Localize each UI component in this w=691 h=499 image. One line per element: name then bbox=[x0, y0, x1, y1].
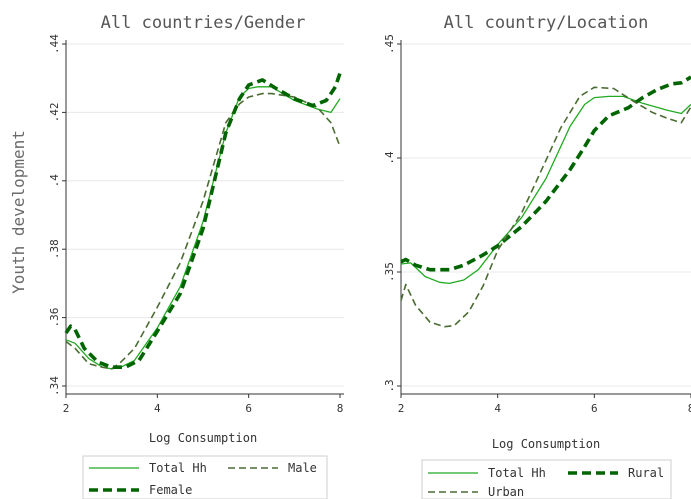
series-line-female bbox=[64, 72, 342, 370]
legend-label: Male bbox=[288, 461, 317, 475]
legend-label: Urban bbox=[488, 485, 524, 499]
x-tick-label: 6 bbox=[245, 402, 252, 415]
x-tick-label: 8 bbox=[688, 402, 691, 415]
x-tick-label: 6 bbox=[591, 402, 598, 415]
series-line-total-hh bbox=[400, 95, 691, 285]
x-axis-label-gender: Log Consumption bbox=[149, 431, 257, 445]
y-tick-label: .38 bbox=[48, 239, 61, 259]
series-lines-location bbox=[400, 75, 691, 328]
legend-label: Rural bbox=[628, 466, 664, 480]
x-tick-label: 2 bbox=[63, 402, 70, 415]
series-line-urban bbox=[400, 86, 691, 328]
legend-location: Total Hh Rural Urban bbox=[421, 459, 672, 499]
axes-location: .3 .35 .4 .45 2 4 6 8 bbox=[383, 34, 691, 415]
y-tick-label: .4 bbox=[383, 151, 396, 165]
y-tick-label: .36 bbox=[48, 308, 61, 328]
gridlines-gender bbox=[66, 43, 344, 387]
series-line-male bbox=[65, 92, 341, 370]
x-tick-label: 8 bbox=[337, 402, 344, 415]
legend-label: Total Hh bbox=[488, 466, 546, 480]
series-lines-gender bbox=[64, 72, 342, 370]
chart-panel-gender: All countries/Gender .34 .36 .38 .4 .42 .44 2 4… bbox=[48, 13, 344, 499]
y-axis-title: Youth development bbox=[9, 130, 28, 294]
y-tick-label: .45 bbox=[383, 34, 396, 54]
series-line-rural bbox=[400, 75, 691, 272]
legend-label: Total Hh bbox=[149, 461, 207, 475]
y-tick-label: .3 bbox=[383, 379, 396, 392]
axes-gender: .34 .36 .38 .4 .42 .44 2 4 6 8 bbox=[48, 34, 344, 415]
legend-label: Female bbox=[149, 483, 192, 497]
y-tick-label: .4 bbox=[48, 174, 61, 188]
x-tick-label: 4 bbox=[154, 402, 161, 415]
chart-title-location: All country/Location bbox=[444, 13, 649, 33]
chart-panel-location: All country/Location .3 .35 .4 .45 2 4 6 8 Log … bbox=[383, 13, 691, 499]
x-tick-label: 2 bbox=[398, 402, 405, 415]
gridlines-location bbox=[401, 43, 691, 387]
x-tick-label: 4 bbox=[494, 402, 501, 415]
y-tick-label: .42 bbox=[48, 102, 61, 122]
chart-title-gender: All countries/Gender bbox=[101, 13, 306, 33]
x-axis-label-location: Log Consumption bbox=[492, 437, 600, 451]
y-tick-label: .34 bbox=[48, 376, 61, 396]
legend-box bbox=[82, 455, 328, 499]
y-tick-label: .35 bbox=[383, 262, 396, 282]
legend-gender: Total Hh Male Female bbox=[82, 455, 328, 499]
y-tick-label: .44 bbox=[48, 34, 61, 54]
